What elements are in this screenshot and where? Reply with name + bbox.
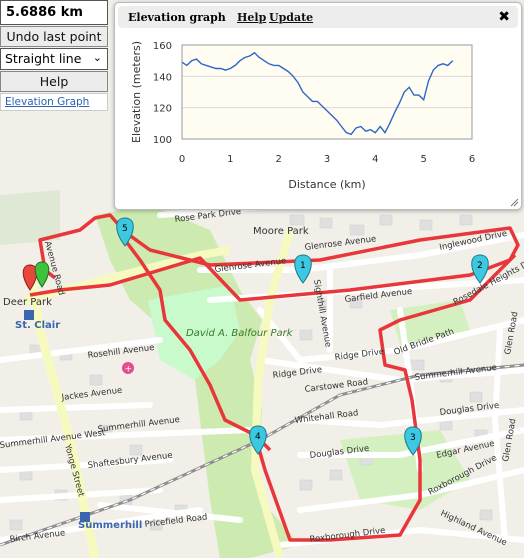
label-summerhill-station: Summerhill [78,520,142,531]
kilometer-marker-4[interactable]: 4 [249,425,267,455]
subway-icon [80,512,90,522]
distance-readout: 5.6886 km [0,0,108,25]
panel-header: Elevation graph Help Update ✖ [118,6,518,28]
balfour-park-area [148,285,240,380]
x-tick-label: 4 [372,154,378,165]
x-axis-label: Distance (km) [288,178,365,191]
label-moore-park: Moore Park [253,226,309,237]
plot-area [182,45,472,139]
svg-text:1: 1 [300,261,306,271]
hospital-icon [122,362,134,374]
chevron-down-icon: ⌄ [92,51,102,64]
y-tick-label: 160 [153,41,172,52]
svg-text:3: 3 [410,433,416,443]
cemetery-area [0,190,60,245]
x-tick-label: 1 [227,154,233,165]
elevation-panel: Elevation graph Help Update ✖ 100 120 140 1… [114,2,522,210]
x-tick-label: 5 [420,154,426,165]
svg-text:+: + [125,365,133,375]
panel-help-link[interactable]: Help [237,11,267,24]
route-mode-select[interactable]: Straight line ⌄ [0,48,108,70]
end-marker[interactable] [34,261,50,288]
x-tick-label: 6 [469,154,475,165]
panel-update-link[interactable]: Update [269,11,314,24]
x-tick-label: 3 [324,154,330,165]
close-icon[interactable]: ✖ [498,9,510,25]
elevation-line [181,51,454,136]
kilometer-marker-1[interactable]: 1 [294,254,312,284]
y-axis-label: Elevation (meters) [130,41,143,143]
plot-border [181,44,473,140]
park-north-east [390,300,470,345]
subway-icon [24,310,34,320]
svg-text:5: 5 [122,224,128,234]
label-deer-park: Deer Park [3,297,52,308]
elevation-chart: 100 120 140 160 0 1 2 3 4 5 6 Distance (km) Elevatio… [130,41,475,191]
svg-text:4: 4 [255,432,261,442]
resize-handle-icon[interactable] [509,197,519,207]
help-button[interactable]: Help [0,71,108,92]
x-tick-label: 2 [275,154,281,165]
label-st-clair: St. Clair [15,320,60,331]
elevation-graph-link[interactable]: Elevation Graph [0,93,108,111]
y-tick-label: 120 [153,104,172,115]
label-balfour: David A. Balfour Park [186,328,294,339]
panel-title: Elevation graph [128,11,226,24]
ravine-park [95,205,300,558]
y-tick-label: 140 [153,72,172,83]
y-tick-label: 100 [153,135,172,146]
st-clair-road [24,246,231,304]
kilometer-marker-5[interactable]: 5 [116,217,134,247]
kilometer-marker-3[interactable]: 3 [404,426,422,456]
x-tick-label: 0 [179,154,185,165]
route-mode-value: Straight line [5,51,82,66]
kilometer-marker-2[interactable]: 2 [471,254,489,284]
mt-pleasant-road [250,228,294,558]
undo-last-point-button[interactable]: Undo last point [0,26,108,47]
svg-text:2: 2 [477,261,483,271]
